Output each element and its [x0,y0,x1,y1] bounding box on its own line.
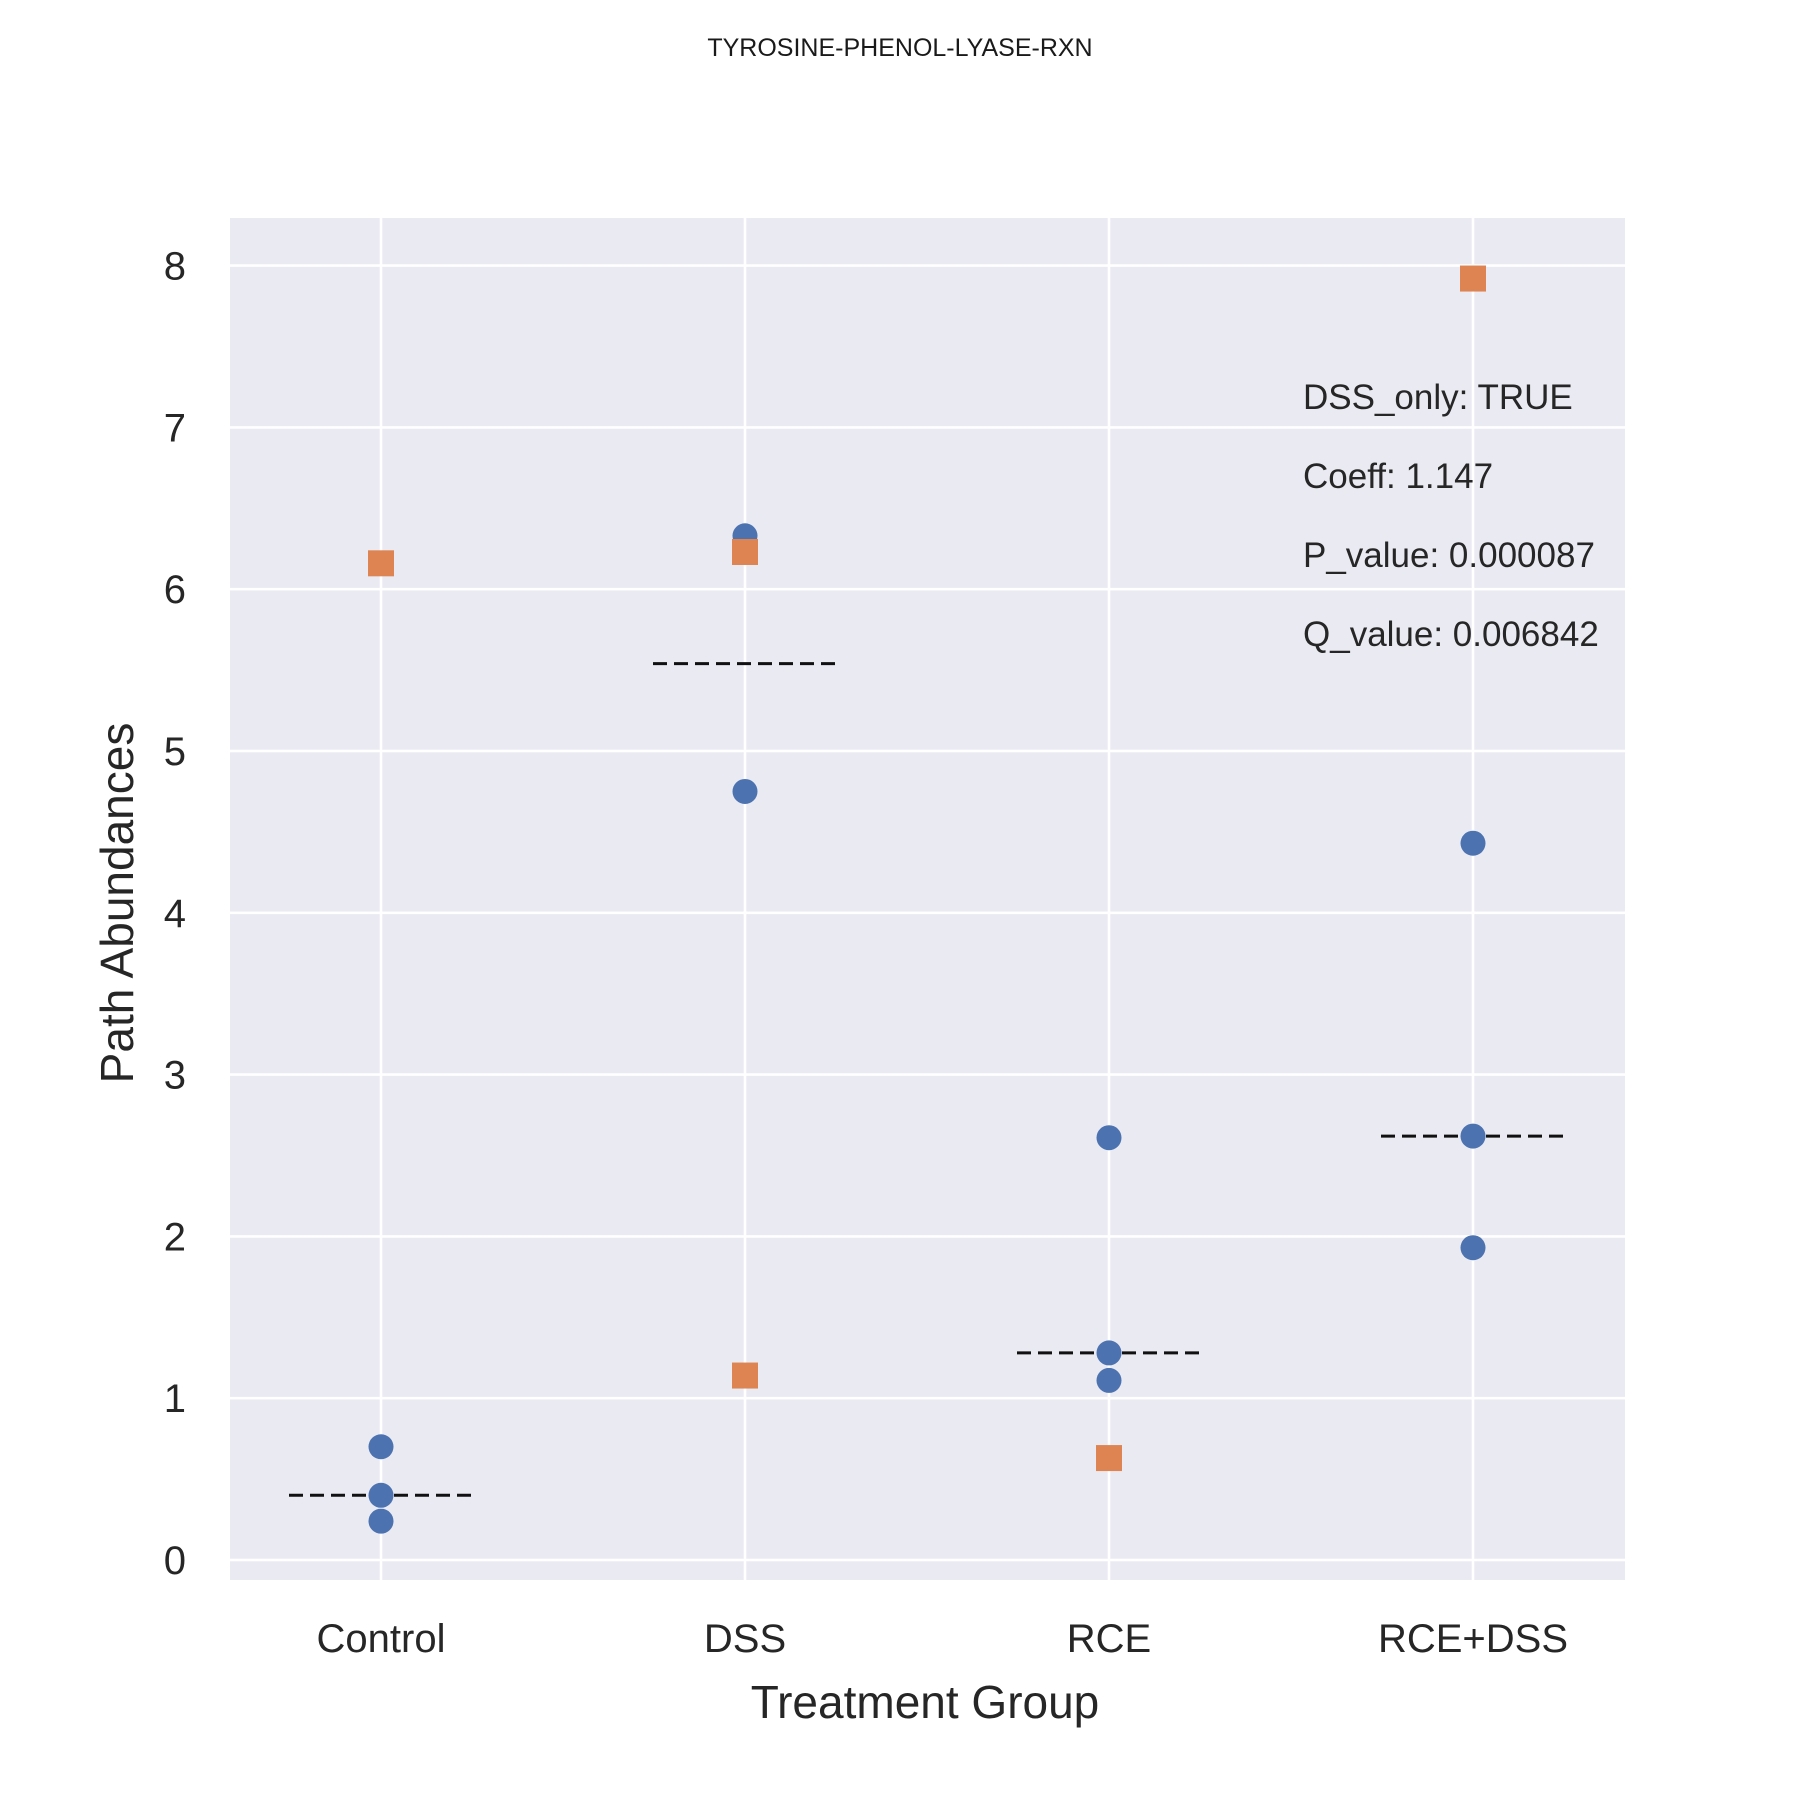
y-axis-label: Path Abundances [91,723,143,1084]
data-point-circle [1096,1340,1122,1366]
stats-annotation: Q_value: 0.006842 [1303,615,1599,654]
grid-lines [230,218,1625,1580]
data-point-square [1096,1445,1122,1472]
y-tick-label: 4 [164,892,186,936]
y-tick-label: 3 [164,1054,186,1098]
x-tick-label: RCE+DSS [1378,1617,1568,1661]
y-tick-label: 7 [164,406,186,450]
y-tick-label: 1 [164,1377,186,1421]
data-points [368,265,1486,1534]
x-axis-label: Treatment Group [751,1676,1100,1728]
data-point-circle [368,1482,394,1508]
y-tick-label: 0 [164,1539,186,1583]
data-point-square [732,1362,758,1389]
x-tick-label: RCE [1067,1617,1151,1661]
data-point-circle [368,1434,394,1460]
y-tick-label: 5 [164,730,186,774]
data-point-circle [1096,1367,1122,1393]
chart-title: TYROSINE-PHENOL-LYASE-RXN [707,34,1092,62]
stats-annotation: DSS_only: TRUE [1303,378,1573,417]
y-tick-label: 2 [164,1215,186,1259]
x-tick-labels: Control DSS RCE RCE+DSS [317,1617,1569,1661]
data-point-square [732,538,758,565]
x-tick-label: Control [317,1617,446,1661]
x-tick-label: DSS [704,1617,786,1661]
data-point-circle [368,1508,394,1534]
data-point-circle [1096,1125,1122,1151]
y-tick-label: 6 [164,568,186,612]
data-point-square [368,550,394,577]
y-tick-label: 8 [164,245,186,289]
y-tick-labels: 0 1 2 3 4 5 6 7 8 [164,245,186,1583]
data-point-circle [1460,1123,1486,1149]
data-point-circle [1460,1235,1486,1261]
data-point-circle [732,778,758,804]
data-point-square [1460,265,1486,292]
plot-area [230,218,1625,1580]
stats-annotations: DSS_only: TRUE Coeff: 1.147 P_value: 0.000… [1303,378,1599,654]
stats-annotation: P_value: 0.000087 [1303,536,1595,575]
data-point-circle [1460,830,1486,856]
stats-annotation: Coeff: 1.147 [1303,457,1493,496]
